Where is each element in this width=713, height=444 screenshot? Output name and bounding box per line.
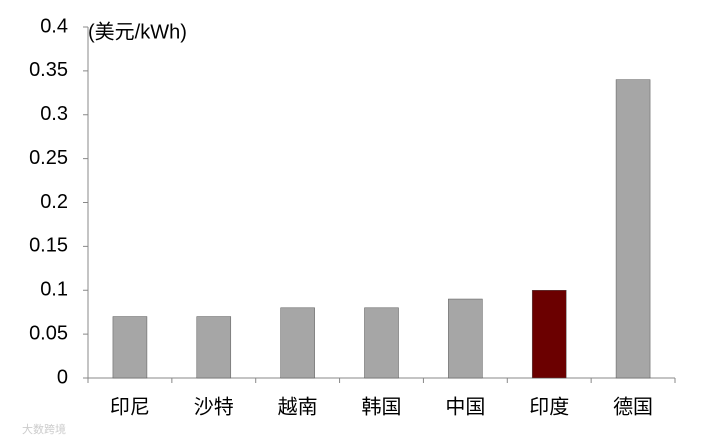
bar <box>615 79 651 379</box>
bar <box>112 316 148 379</box>
x-tick-label: 印尼 <box>110 395 150 418</box>
y-tick-label: 0.15 <box>29 235 68 257</box>
y-tick-label: 0.05 <box>29 322 68 344</box>
bar <box>364 307 399 379</box>
y-axis-label: (美元/kWh) <box>88 20 187 43</box>
y-tick-label: 0.4 <box>40 15 68 37</box>
bar <box>280 307 315 379</box>
bar <box>196 316 232 379</box>
bar <box>448 298 483 379</box>
y-tick-label: 0 <box>57 366 68 388</box>
watermark: 大数跨境 <box>22 422 66 436</box>
x-tick-label: 沙特 <box>194 395 234 418</box>
x-tick-label: 印度 <box>529 395 569 418</box>
y-tick-label: 0.35 <box>29 59 68 81</box>
y-tick-label: 0.1 <box>40 279 68 301</box>
y-tick-label: 0.25 <box>29 147 68 169</box>
x-tick-label: 越南 <box>278 395 318 418</box>
y-tick-label: 0.3 <box>40 103 68 125</box>
y-tick-label: 0.2 <box>40 191 68 213</box>
x-tick-label: 韩国 <box>362 395 402 418</box>
x-tick-label: 中国 <box>445 395 485 418</box>
bar <box>531 290 567 379</box>
x-tick-label: 德国 <box>613 395 653 418</box>
